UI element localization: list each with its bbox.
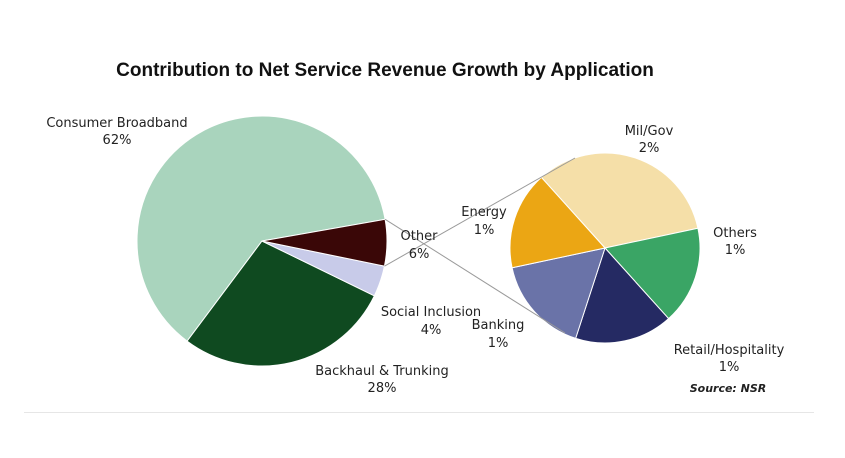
main-slice-backhaul-trunking	[186, 240, 376, 367]
label-consumer-broadband-value: 62%	[103, 133, 132, 148]
label-retail-name: Retail/Hospitality	[674, 343, 785, 358]
bottom-rule	[24, 412, 814, 413]
label-consumer-broadband-name: Consumer Broadband	[46, 116, 187, 131]
connector-line-bottom	[384, 218, 566, 334]
sub-slice-mil-gov	[540, 152, 699, 249]
label-retail-value: 1%	[719, 360, 740, 375]
label-social-inclusion-value: 4%	[421, 323, 442, 338]
sub-slice-banking	[511, 247, 606, 339]
main-slice-consumer-broadband	[136, 115, 386, 342]
label-banking-name: Banking	[472, 318, 525, 333]
sub-slice-energy	[509, 176, 606, 269]
label-mil-gov-name: Mil/Gov	[625, 124, 674, 139]
chart-title: Contribution to Net Service Revenue Grow…	[116, 60, 654, 81]
other-breakdown-pie	[509, 152, 701, 344]
label-others-value: 1%	[725, 243, 746, 258]
sub-slice-others	[604, 227, 701, 320]
sub-slice-retail-hospitality	[575, 247, 670, 344]
main-pie	[136, 115, 388, 367]
label-energy-value: 1%	[474, 223, 495, 238]
label-mil-gov-value: 2%	[639, 141, 660, 156]
label-social-inclusion-name: Social Inclusion	[381, 305, 481, 320]
label-backhaul-name: Backhaul & Trunking	[315, 364, 449, 379]
label-others-name: Others	[713, 226, 757, 241]
label-other-value: 6%	[409, 247, 430, 262]
label-other-name: Other	[401, 229, 439, 244]
source-note: Source: NSR	[690, 382, 767, 395]
label-energy-name: Energy	[461, 205, 507, 220]
connector-line-top	[384, 157, 576, 267]
label-banking-value: 1%	[488, 336, 509, 351]
label-backhaul-value: 28%	[368, 381, 397, 396]
